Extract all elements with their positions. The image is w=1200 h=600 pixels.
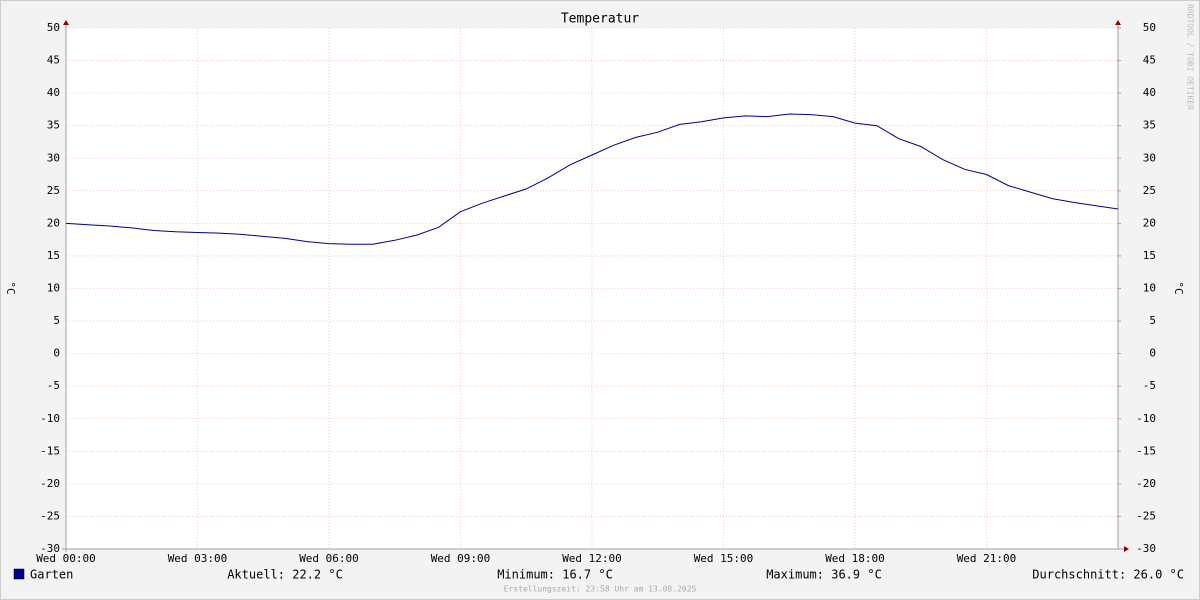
y-tick-label: 20 [47, 216, 60, 229]
y2-axis-label: °C [1172, 281, 1185, 294]
chart-title: Temperatur [561, 12, 639, 27]
series-line [65, 113, 1119, 245]
stat-current: Aktuell: 22.2 °C [227, 568, 343, 582]
y2-tick-label: 35 [1143, 119, 1156, 132]
y2-tick-label: -20 [1136, 477, 1156, 490]
y2-tick-label: 10 [1143, 282, 1156, 295]
y2-tick-label: 15 [1143, 249, 1156, 262]
y-tick-label: -30 [40, 542, 60, 555]
y2-tick-label: 0 [1149, 347, 1156, 360]
x-tick-label: Wed 09:00 [431, 552, 491, 565]
y-tick-label: -25 [40, 509, 60, 522]
y-tick-label: 50 [47, 21, 60, 34]
y2-tick-label: 5 [1149, 314, 1156, 327]
y-tick-label: -5 [47, 379, 60, 392]
y-tick-label: -15 [40, 444, 60, 457]
y-tick-label: 5 [53, 314, 60, 327]
y2-tick-label: 45 [1143, 54, 1156, 67]
y2-tick-label: -10 [1136, 412, 1156, 425]
axis-arrow [1115, 20, 1121, 25]
x-tick-label: Wed 06:00 [299, 552, 359, 565]
y2-tick-label: 30 [1143, 151, 1156, 164]
y2-tick-label: 40 [1143, 86, 1156, 99]
stat-avg: Durchschnitt: 26.0 °C [1032, 568, 1184, 582]
y2-tick-label: 20 [1143, 216, 1156, 229]
y2-tick-label: -5 [1143, 379, 1156, 392]
stat-max: Maximum: 36.9 °C [766, 568, 882, 582]
legend-swatch [13, 568, 25, 580]
y-axis-label: °C [4, 281, 17, 294]
y2-tick-label: -30 [1136, 542, 1156, 555]
y2-tick-label: 25 [1143, 184, 1156, 197]
y-tick-label: 25 [47, 184, 60, 197]
y-tick-label: 35 [47, 119, 60, 132]
axis-arrow [63, 20, 69, 25]
y-tick-label: 30 [47, 151, 60, 164]
y2-tick-label: 50 [1143, 21, 1156, 34]
y-tick-label: 15 [47, 249, 60, 262]
stat-min: Minimum: 16.7 °C [497, 568, 613, 582]
x-tick-label: Wed 18:00 [825, 552, 885, 565]
y2-tick-label: -25 [1136, 509, 1156, 522]
x-tick-label: Wed 15:00 [694, 552, 754, 565]
y-tick-label: 40 [47, 86, 60, 99]
x-tick-label: Wed 03:00 [168, 552, 228, 565]
watermark: RRDTOOL / TOBI OETIKER [1186, 4, 1195, 110]
x-tick-label: Wed 00:00 [36, 552, 96, 565]
y2-tick-label: -15 [1136, 444, 1156, 457]
x-tick-label: Wed 21:00 [957, 552, 1017, 565]
axis-arrow [1124, 546, 1129, 552]
y-tick-label: -10 [40, 412, 60, 425]
footer: Erstellungszeit: 23:58 Uhr am 13.08.2025 [504, 585, 697, 594]
y-tick-label: 10 [47, 282, 60, 295]
legend-label: Garten [30, 568, 73, 582]
y-tick-label: 0 [53, 347, 60, 360]
y-tick-label: 45 [47, 54, 60, 67]
y-tick-label: -20 [40, 477, 60, 490]
x-tick-label: Wed 12:00 [562, 552, 622, 565]
